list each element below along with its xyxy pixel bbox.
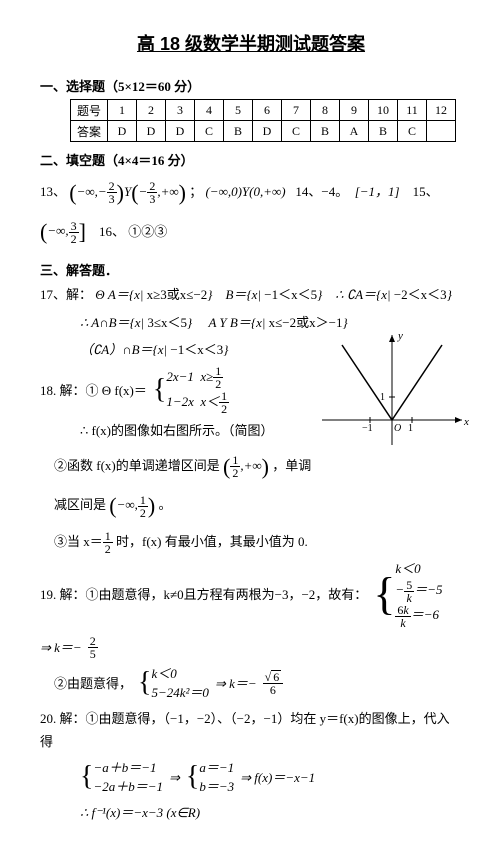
section-2-head: 二、填空题（4×4＝16 分） — [40, 150, 462, 169]
svg-text:1: 1 — [408, 423, 413, 434]
q14: 14、−4。 — [295, 184, 348, 199]
row-header: 答案 — [71, 121, 108, 142]
q18-line3: ③当 x＝12 时，f(x) 有最小值，其最小值为 0. — [54, 530, 462, 556]
q20-line3: ∴ f⁻¹(x)＝−x−3 (x∈R) — [80, 801, 462, 824]
q17-lead: 17、解： — [40, 287, 92, 302]
svg-text:−1: −1 — [362, 423, 373, 434]
q19-line2: ②由题意得， { k＜0 5−24k²＝0 ⇒ k＝−√66 — [54, 664, 462, 703]
q19-line1: 19. 解：①由题意得，k≠0且方程有两根为−3，−2，故有： { k＜0 −5… — [40, 559, 462, 660]
row-header: 题号 — [71, 100, 108, 121]
answer-table: 题号 123 456 789 101112 答案 DDD CBD CBA BC — [70, 99, 456, 142]
q18-line1: 18. 解：① Θ f(x)＝ { 2x−1 x≥12 1−2x x＜12 — [40, 365, 312, 415]
section-1-head: 一、选择题（5×12＝60 分） — [40, 76, 462, 95]
sep: ； — [189, 184, 202, 199]
function-graph: x y O −1 1 1 — [312, 325, 472, 455]
svg-text:y: y — [397, 330, 403, 342]
q17-line1: 17、解： Θ A＝{x| x≥3或x≤−2} B＝{x| −1＜x＜5} ∴ … — [40, 283, 462, 306]
q15: 15、 — [413, 184, 439, 199]
q20-line1: 20. 解：①由题意得，（−1，−2）、（−2，−1）均在 y＝f(x)的图像上… — [40, 707, 462, 754]
q14b: [−1，1] — [355, 184, 400, 199]
q19-lead: 19. 解：①由题意得，k≠0且方程有两根为−3，−2，故有： — [40, 583, 367, 606]
table-row: 题号 123 456 789 101112 — [71, 100, 456, 121]
page-title: 高 18 级数学半期测试题答案 — [40, 30, 462, 56]
q13-label: 13、 — [40, 184, 66, 199]
svg-text:x: x — [463, 416, 469, 428]
svg-text:O: O — [394, 423, 401, 434]
fill-blank-line: 13、 (−∞,−23)Y(−23,+∞) ； (−∞,0)Y(0,+∞) 14… — [40, 173, 462, 252]
section-3-head: 三、解答题． — [40, 260, 462, 279]
q18-lead: 18. 解：① Θ f(x)＝ — [40, 379, 147, 402]
q20-line2: { −a＋b＝−1 −2a＋b＝−1 ⇒ { a＝−1 b＝−3 ⇒ f(x)＝… — [80, 758, 462, 797]
q18-line2: ②函数 f(x)的单调递增区间是 (12,+∞) ，单调减区间是 (−∞,12)… — [54, 447, 462, 526]
table-row: 答案 DDD CBD CBA BC — [71, 121, 456, 142]
q16: 16、 ①②③ — [99, 223, 167, 238]
svg-text:1: 1 — [380, 392, 385, 403]
